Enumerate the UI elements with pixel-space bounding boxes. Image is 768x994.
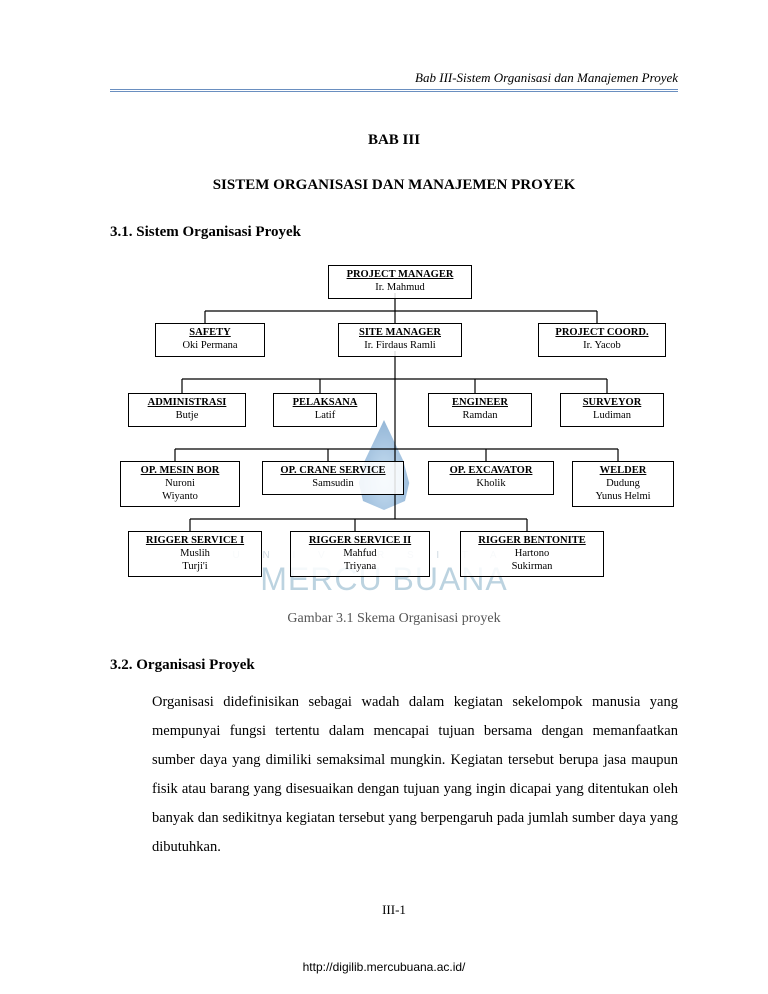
org-node-name: Muslih: [133, 547, 257, 560]
org-node-name: Latif: [278, 409, 372, 422]
org-node-name: Ir. Firdaus Ramli: [343, 339, 457, 352]
org-node-title: SURVEYOR: [565, 396, 659, 409]
org-node-sur: SURVEYORLudiman: [560, 393, 664, 427]
org-node-pm: PROJECT MANAGERIr. Mahmud: [328, 265, 472, 299]
section-3-2-title: 3.2. Organisasi Proyek: [110, 657, 678, 674]
org-node-crn: OP. CRANE SERVICESamsudin: [262, 461, 404, 495]
org-node-title: SITE MANAGER: [343, 326, 457, 339]
org-node-site: SITE MANAGERIr. Firdaus Ramli: [338, 323, 462, 357]
org-node-name: Ir. Mahmud: [333, 281, 467, 294]
header-rule: [110, 91, 678, 92]
org-node-name: Yunus Helmi: [577, 490, 669, 503]
org-chart: PROJECT MANAGERIr. Mahmud SAFETYOki Perma…: [110, 265, 680, 605]
org-node-title: ENGINEER: [433, 396, 527, 409]
org-node-pel: PELAKSANALatif: [273, 393, 377, 427]
org-node-title: RIGGER SERVICE II: [295, 534, 425, 547]
org-node-name: Dudung: [577, 477, 669, 490]
org-node-name: Kholik: [433, 477, 549, 490]
org-node-title: OP. EXCAVATOR: [433, 464, 549, 477]
org-node-title: PELAKSANA: [278, 396, 372, 409]
org-node-name: Nuroni: [125, 477, 235, 490]
org-node-bor: OP. MESIN BORNuroniWiyanto: [120, 461, 240, 507]
chapter-number: BAB III: [110, 132, 678, 149]
org-node-title: RIGGER BENTONITE: [465, 534, 599, 547]
page-header: Bab III-Sistem Organisasi dan Manajemen …: [110, 70, 678, 90]
org-node-title: PROJECT MANAGER: [333, 268, 467, 281]
org-node-title: OP. CRANE SERVICE: [267, 464, 399, 477]
org-node-eng: ENGINEERRamdan: [428, 393, 532, 427]
org-node-name: Ramdan: [433, 409, 527, 422]
org-node-name: Oki Permana: [160, 339, 260, 352]
org-node-rg2: RIGGER SERVICE IIMahfudTriyana: [290, 531, 430, 577]
section-3-2-body: Organisasi didefinisikan sebagai wadah d…: [152, 688, 678, 862]
org-node-name: Butje: [133, 409, 241, 422]
org-node-title: OP. MESIN BOR: [125, 464, 235, 477]
org-node-wld: WELDERDudungYunus Helmi: [572, 461, 674, 507]
org-node-title: ADMINISTRASI: [133, 396, 241, 409]
footer-url: http://digilib.mercubuana.ac.id/: [0, 960, 768, 974]
org-node-title: SAFETY: [160, 326, 260, 339]
page-number: III-1: [110, 902, 678, 918]
org-node-safe: SAFETYOki Permana: [155, 323, 265, 357]
org-node-name: Sukirman: [465, 560, 599, 573]
org-node-name: Turji'i: [133, 560, 257, 573]
org-node-name: Triyana: [295, 560, 425, 573]
org-node-title: WELDER: [577, 464, 669, 477]
chapter-title: SISTEM ORGANISASI DAN MANAJEMEN PROYEK: [110, 177, 678, 194]
org-node-name: Wiyanto: [125, 490, 235, 503]
org-node-name: Mahfud: [295, 547, 425, 560]
org-node-name: Samsudin: [267, 477, 399, 490]
org-node-rgb: RIGGER BENTONITEHartonoSukirman: [460, 531, 604, 577]
org-node-title: PROJECT COORD.: [543, 326, 661, 339]
org-node-adm: ADMINISTRASIButje: [128, 393, 246, 427]
org-node-name: Ludiman: [565, 409, 659, 422]
org-node-rg1: RIGGER SERVICE IMuslihTurji'i: [128, 531, 262, 577]
org-node-name: Ir. Yacob: [543, 339, 661, 352]
section-3-1-title: 3.1. Sistem Organisasi Proyek: [110, 224, 678, 241]
org-node-exc: OP. EXCAVATORKholik: [428, 461, 554, 495]
org-node-pc: PROJECT COORD.Ir. Yacob: [538, 323, 666, 357]
org-node-name: Hartono: [465, 547, 599, 560]
org-node-title: RIGGER SERVICE I: [133, 534, 257, 547]
figure-caption: Gambar 3.1 Skema Organisasi proyek: [110, 611, 678, 627]
